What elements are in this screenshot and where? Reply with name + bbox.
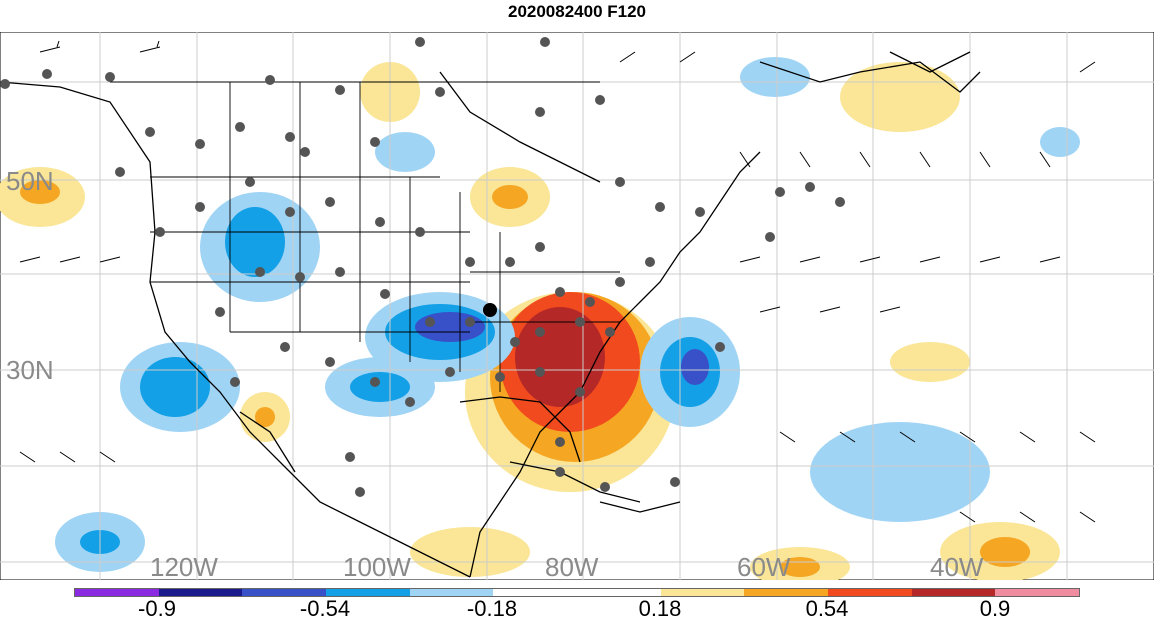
colorbar-segment (75, 589, 159, 596)
lat-label-50n: 50N (6, 166, 54, 196)
lon-label-80w: 80W (545, 552, 599, 582)
map-title: 2020082400 F120 (507, 2, 647, 21)
positive-anomaly-shading (0, 62, 1060, 580)
station-markers (0, 37, 845, 497)
colorbar-segment (242, 589, 327, 596)
colorbar-label: 0.18 (638, 596, 682, 621)
colorbar-label: 0.9 (979, 596, 1011, 621)
colorbar-segment (744, 589, 829, 596)
lon-label-100w: 100W (343, 552, 411, 582)
colorbar-label: -0.54 (299, 596, 351, 621)
colorbar-segment (911, 589, 996, 596)
colorbar-label: 0.54 (805, 596, 849, 621)
colorbar-label: -0.9 (138, 596, 176, 621)
weather-map (0, 32, 1154, 580)
colorbar-segment (493, 589, 578, 596)
lon-label-60w: 60W (737, 552, 791, 582)
colorbar-segment (828, 589, 912, 596)
colorbar-segment (995, 589, 1080, 596)
colorbar-segment (660, 589, 745, 596)
colorbar-segment (409, 589, 494, 596)
colorbar-segment (158, 589, 243, 596)
wind-barbs (19, 40, 1096, 523)
lon-label-120w: 120W (150, 552, 218, 582)
lat-label-30n: 30N (6, 355, 54, 385)
lon-label-40w: 40W (930, 552, 984, 582)
colorbar-segment (326, 589, 410, 596)
colorbar-segment (577, 589, 661, 596)
colorbar-label: -0.18 (466, 596, 518, 621)
colorbar (74, 588, 1080, 597)
